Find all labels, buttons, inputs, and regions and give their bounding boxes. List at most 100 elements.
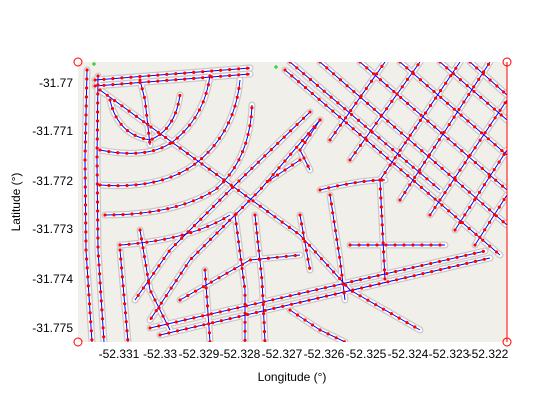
route-node-marker: [488, 208, 492, 212]
route-node-marker: [308, 77, 313, 82]
route-node-marker: [420, 149, 424, 153]
route-node-marker: [486, 62, 491, 66]
route-node-marker: [123, 311, 128, 315]
route-node-marker: [186, 293, 190, 298]
route-node-marker: [259, 186, 263, 190]
route-node-marker: [381, 241, 385, 245]
route-node-marker: [358, 133, 362, 137]
route-node-marker: [266, 209, 270, 214]
route-node-marker: [418, 78, 422, 82]
route-node-marker: [96, 236, 100, 240]
route-node-marker: [84, 104, 88, 108]
route-node-marker: [403, 276, 407, 280]
route-node-marker: [211, 321, 215, 325]
route-node-marker: [295, 231, 299, 235]
route-node-marker: [329, 95, 333, 99]
route-node-marker: [169, 175, 173, 179]
route-node-marker: [202, 323, 206, 327]
route-node-marker: [125, 151, 129, 155]
route-node-marker: [217, 136, 222, 140]
route-node-marker: [343, 107, 347, 111]
route-node-marker: [362, 179, 366, 183]
route-node-marker: [96, 209, 100, 213]
x-axis-title: Longitude (°): [258, 370, 327, 384]
route-node-marker: [251, 199, 255, 203]
route-node-marker: [185, 167, 189, 171]
route-node-marker: [416, 63, 420, 67]
route-node-marker: [335, 237, 339, 242]
route-node-marker: [462, 100, 466, 104]
route-node-marker: [360, 286, 364, 290]
route-node-marker: [488, 78, 492, 82]
route-node-marker: [96, 92, 100, 96]
route-node-marker: [138, 228, 142, 232]
route-node-marker: [399, 168, 403, 172]
route-node-marker: [98, 272, 102, 276]
route-node-marker: [425, 84, 429, 88]
route-node-marker: [295, 313, 300, 317]
x-tick-label: -52.325: [346, 347, 387, 361]
route-node-marker: [413, 143, 417, 147]
route-node-marker: [201, 285, 205, 289]
route-node-marker: [153, 298, 157, 302]
route-node-marker: [233, 267, 237, 271]
route-node-marker: [437, 259, 442, 264]
route-node-marker: [439, 89, 443, 93]
route-node-marker: [456, 263, 460, 268]
route-node-marker: [399, 131, 403, 135]
y-tick-label: -31.771: [32, 124, 73, 138]
route-node-marker: [339, 264, 343, 268]
route-node-marker: [111, 83, 115, 87]
route-node-marker: [85, 77, 89, 81]
route-node-marker: [382, 259, 386, 263]
route-node-marker: [368, 284, 372, 288]
route-node-marker: [149, 290, 153, 294]
route-node-marker: [175, 329, 180, 333]
route-node-marker: [458, 220, 462, 225]
route-node-marker: [125, 183, 129, 188]
route-node-marker: [375, 72, 379, 76]
route-node-marker: [381, 307, 386, 311]
route-node-marker: [116, 184, 120, 188]
route-node-marker: [390, 99, 394, 103]
route-node-marker: [243, 338, 247, 342]
route-node-marker: [391, 148, 395, 152]
route-node-marker: [197, 108, 201, 112]
route-node-marker: [189, 231, 193, 235]
route-node-marker: [183, 71, 187, 75]
route-node-marker: [215, 186, 219, 190]
route-node-marker: [464, 253, 468, 257]
x-tick-label: -52.322: [468, 347, 509, 361]
route-node-marker: [374, 303, 378, 307]
route-node-marker: [482, 183, 486, 187]
route-node-marker: [405, 101, 410, 105]
route-node-marker: [380, 214, 384, 218]
route-node-marker: [208, 74, 212, 78]
route-node-marker: [395, 278, 399, 282]
route-node-marker: [95, 173, 99, 177]
route-node-marker: [358, 62, 362, 64]
route-node-marker: [250, 166, 254, 170]
route-node-marker: [165, 322, 169, 326]
route-node-marker: [83, 140, 87, 144]
route-node-marker: [366, 298, 370, 302]
route-node-marker: [240, 205, 245, 210]
route-node-marker: [120, 275, 124, 279]
route-node-marker: [344, 121, 348, 125]
route-node-marker: [174, 204, 178, 209]
route-node-marker: [468, 205, 472, 209]
route-node-marker: [99, 290, 103, 294]
route-node-marker: [127, 109, 131, 113]
route-node-marker: [144, 104, 148, 108]
route-node-marker: [406, 174, 410, 178]
route-node-marker: [165, 78, 169, 82]
route-node-marker: [169, 286, 173, 290]
route-node-marker: [473, 160, 477, 165]
route-node-marker: [246, 132, 250, 137]
route-node-marker: [372, 72, 376, 76]
route-node-marker: [212, 144, 216, 148]
route-node-marker: [149, 316, 153, 320]
route-node-marker: [236, 188, 240, 192]
route-node-marker: [203, 268, 207, 272]
route-node-marker: [344, 283, 348, 287]
